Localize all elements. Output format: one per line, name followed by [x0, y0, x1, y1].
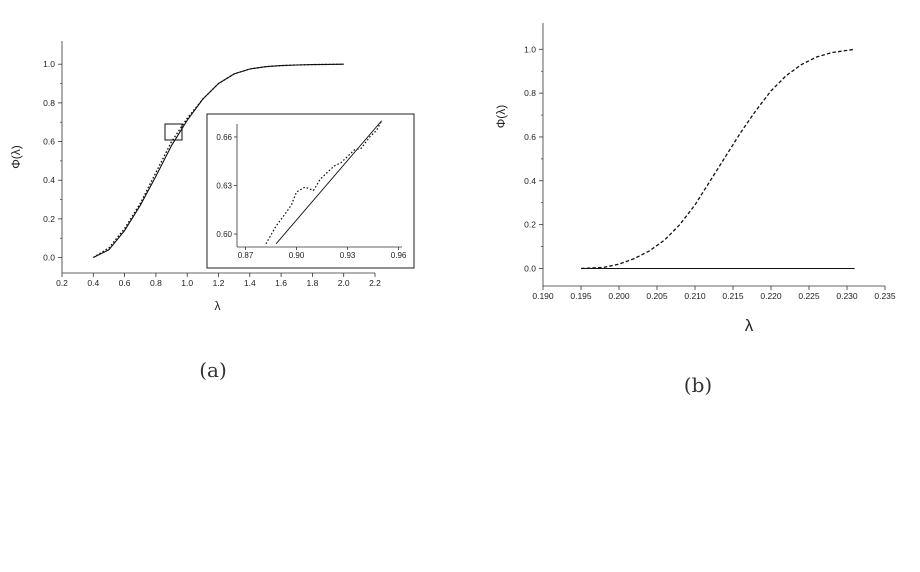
y-tick-label: 0.0 — [524, 263, 536, 273]
y-tick-label: 1.0 — [43, 59, 55, 69]
x-tick-label: 0.220 — [760, 291, 782, 301]
inset-series-line-dotted — [265, 120, 383, 245]
inset-y-tick-label: 0.60 — [216, 230, 232, 239]
x-tick-label: 1.0 — [181, 278, 193, 288]
series-line-dotted — [92, 63, 344, 259]
x-axis-label: λ — [745, 316, 754, 335]
x-tick-label: 0.8 — [150, 278, 162, 288]
x-tick-label: 0.225 — [798, 291, 820, 301]
x-tick-label: 0.2 — [56, 278, 68, 288]
x-tick-label: 0.235 — [874, 291, 896, 301]
x-tick-label: 2.2 — [369, 278, 381, 288]
panel-label: (a) — [199, 358, 227, 382]
x-tick-label: 0.200 — [608, 291, 630, 301]
panel-label: (b) — [684, 373, 712, 397]
inset-y-tick-label: 0.66 — [216, 133, 232, 142]
inset-x-tick-label: 0.90 — [289, 251, 305, 260]
x-tick-label: 0.4 — [87, 278, 99, 288]
y-tick-label: 1.0 — [524, 44, 536, 54]
inset-series-line-solid — [275, 120, 382, 245]
panel-a-chart: 0.2 0.4 0.6 0.8 1.0 1.2 1.4 1.6 1.8 2.0 2.2 0.0 0.2 0… — [9, 41, 415, 382]
y-tick-label: 0.2 — [43, 214, 55, 224]
x-tick-label: 0.6 — [119, 278, 131, 288]
inset-x-tick-label: 0.87 — [238, 251, 254, 260]
x-tick-label: 0.190 — [532, 291, 554, 301]
y-tick-label: 0.4 — [524, 176, 536, 186]
inset-x-tick-label: 0.96 — [391, 251, 407, 260]
y-axis-label: Φ(λ) — [9, 145, 23, 169]
x-tick-label: 0.210 — [684, 291, 706, 301]
inset-frame — [206, 113, 415, 269]
inset-x-tick-label: 0.93 — [340, 251, 356, 260]
x-tick-label: 1.8 — [306, 278, 318, 288]
panel-b-chart: 0.190 0.195 0.200 0.205 0.210 0.215 0.220 0.225… — [494, 23, 896, 397]
series-line-dashed — [580, 48, 855, 270]
x-tick-label: 0.215 — [722, 291, 744, 301]
y-tick-label: 0.2 — [524, 220, 536, 230]
y-tick-label: 0.0 — [43, 253, 55, 263]
y-tick-label: 0.6 — [524, 132, 536, 142]
x-tick-label: 1.6 — [275, 278, 287, 288]
x-tick-label: 1.4 — [244, 278, 256, 288]
inset-y-tick-label: 0.63 — [216, 182, 232, 191]
y-axis-label: Φ(λ) — [494, 105, 508, 129]
y-tick-label: 0.8 — [524, 88, 536, 98]
x-tick-label: 0.195 — [570, 291, 592, 301]
zoom-box — [164, 123, 183, 141]
x-axis-label: λ — [215, 299, 221, 313]
x-tick-label: 0.230 — [836, 291, 858, 301]
x-tick-label: 1.2 — [213, 278, 225, 288]
y-tick-label: 0.6 — [43, 137, 55, 147]
x-tick-label: 0.205 — [646, 291, 668, 301]
y-tick-label: 0.8 — [43, 98, 55, 108]
y-tick-label: 0.4 — [43, 175, 55, 185]
x-tick-label: 2.0 — [338, 278, 350, 288]
